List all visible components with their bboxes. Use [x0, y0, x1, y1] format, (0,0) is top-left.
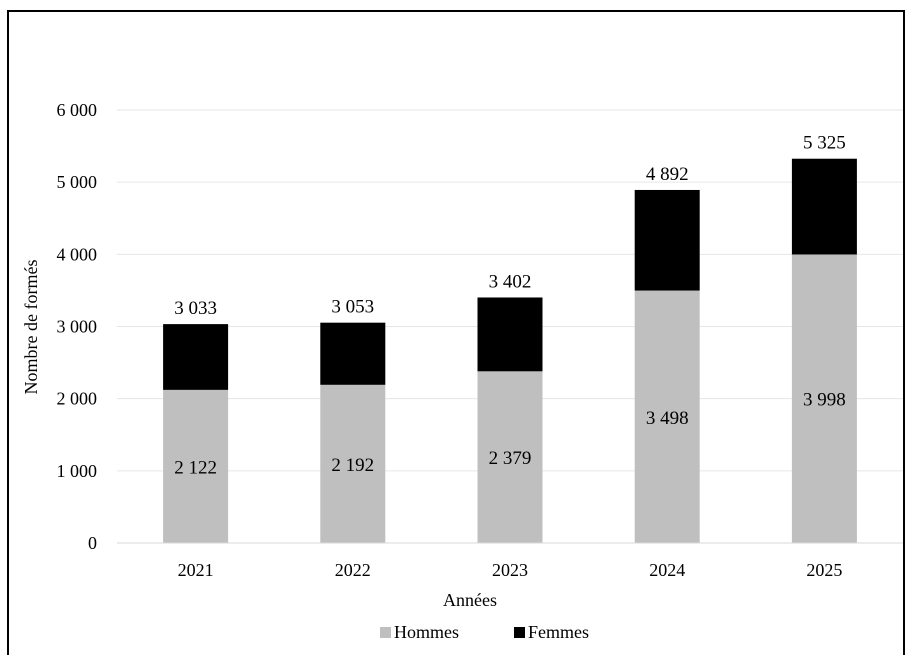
- y-tick-label: 3 000: [57, 317, 98, 337]
- bar-value-label: 3 998: [803, 390, 846, 411]
- x-axis-title: Années: [443, 590, 497, 610]
- bars: [163, 158, 857, 543]
- bar-hommes-2021: [163, 389, 229, 543]
- bar-total-label: 3 402: [489, 271, 532, 292]
- bar-value-label: 3 498: [646, 408, 689, 429]
- bar-hommes-2025: [791, 254, 857, 543]
- legend: Hommes Femmes: [380, 622, 589, 642]
- y-tick-labels: 0 1 000 2 000 3 000 4 000 5 000 6 000: [57, 100, 98, 553]
- bar-hommes-2024: [634, 290, 700, 543]
- bar-value-label: 2 122: [174, 457, 217, 478]
- bar-femmes-2022: [320, 322, 386, 385]
- legend-swatch-hommes: [380, 627, 391, 638]
- y-tick-label: 4 000: [57, 244, 98, 264]
- bar-femmes-2023: [477, 297, 543, 372]
- bar-total-label: 3 033: [174, 298, 217, 319]
- x-tick-label: 2022: [335, 560, 371, 580]
- data-labels: 2 122 3 033 2 192 3 053 2 379 3 402 3 498 4 892…: [174, 133, 846, 479]
- bar-femmes-2021: [163, 324, 229, 390]
- y-tick-label: 2 000: [57, 389, 98, 409]
- y-axis-title: Nombre de formés: [21, 260, 41, 395]
- y-tick-label: 6 000: [57, 100, 98, 120]
- bar-total-label: 3 053: [331, 297, 374, 318]
- legend-label-femmes: Femmes: [528, 622, 589, 642]
- bar-total-label: 5 325: [803, 133, 846, 154]
- bar-hommes-2023: [477, 371, 543, 543]
- bar-hommes-2022: [320, 384, 386, 543]
- y-tick-label: 0: [88, 533, 97, 553]
- chart-frame: [7, 10, 905, 655]
- legend-swatch-femmes: [514, 627, 525, 638]
- x-tick-label: 2023: [492, 560, 528, 580]
- bar-value-label: 2 379: [489, 448, 532, 469]
- y-tick-label: 5 000: [57, 172, 98, 192]
- x-tick-label: 2024: [649, 560, 685, 580]
- y-tick-label: 1 000: [57, 461, 98, 481]
- bar-femmes-2025: [791, 158, 857, 255]
- bar-total-label: 4 892: [646, 164, 689, 185]
- x-tick-label: 2025: [806, 560, 842, 580]
- bar-femmes-2024: [634, 189, 700, 291]
- x-tick-label: 2021: [178, 560, 214, 580]
- x-tick-labels: 2021 2022 2023 2024 2025: [178, 560, 843, 580]
- bar-value-label: 2 192: [331, 455, 374, 476]
- legend-label-hommes: Hommes: [394, 622, 459, 642]
